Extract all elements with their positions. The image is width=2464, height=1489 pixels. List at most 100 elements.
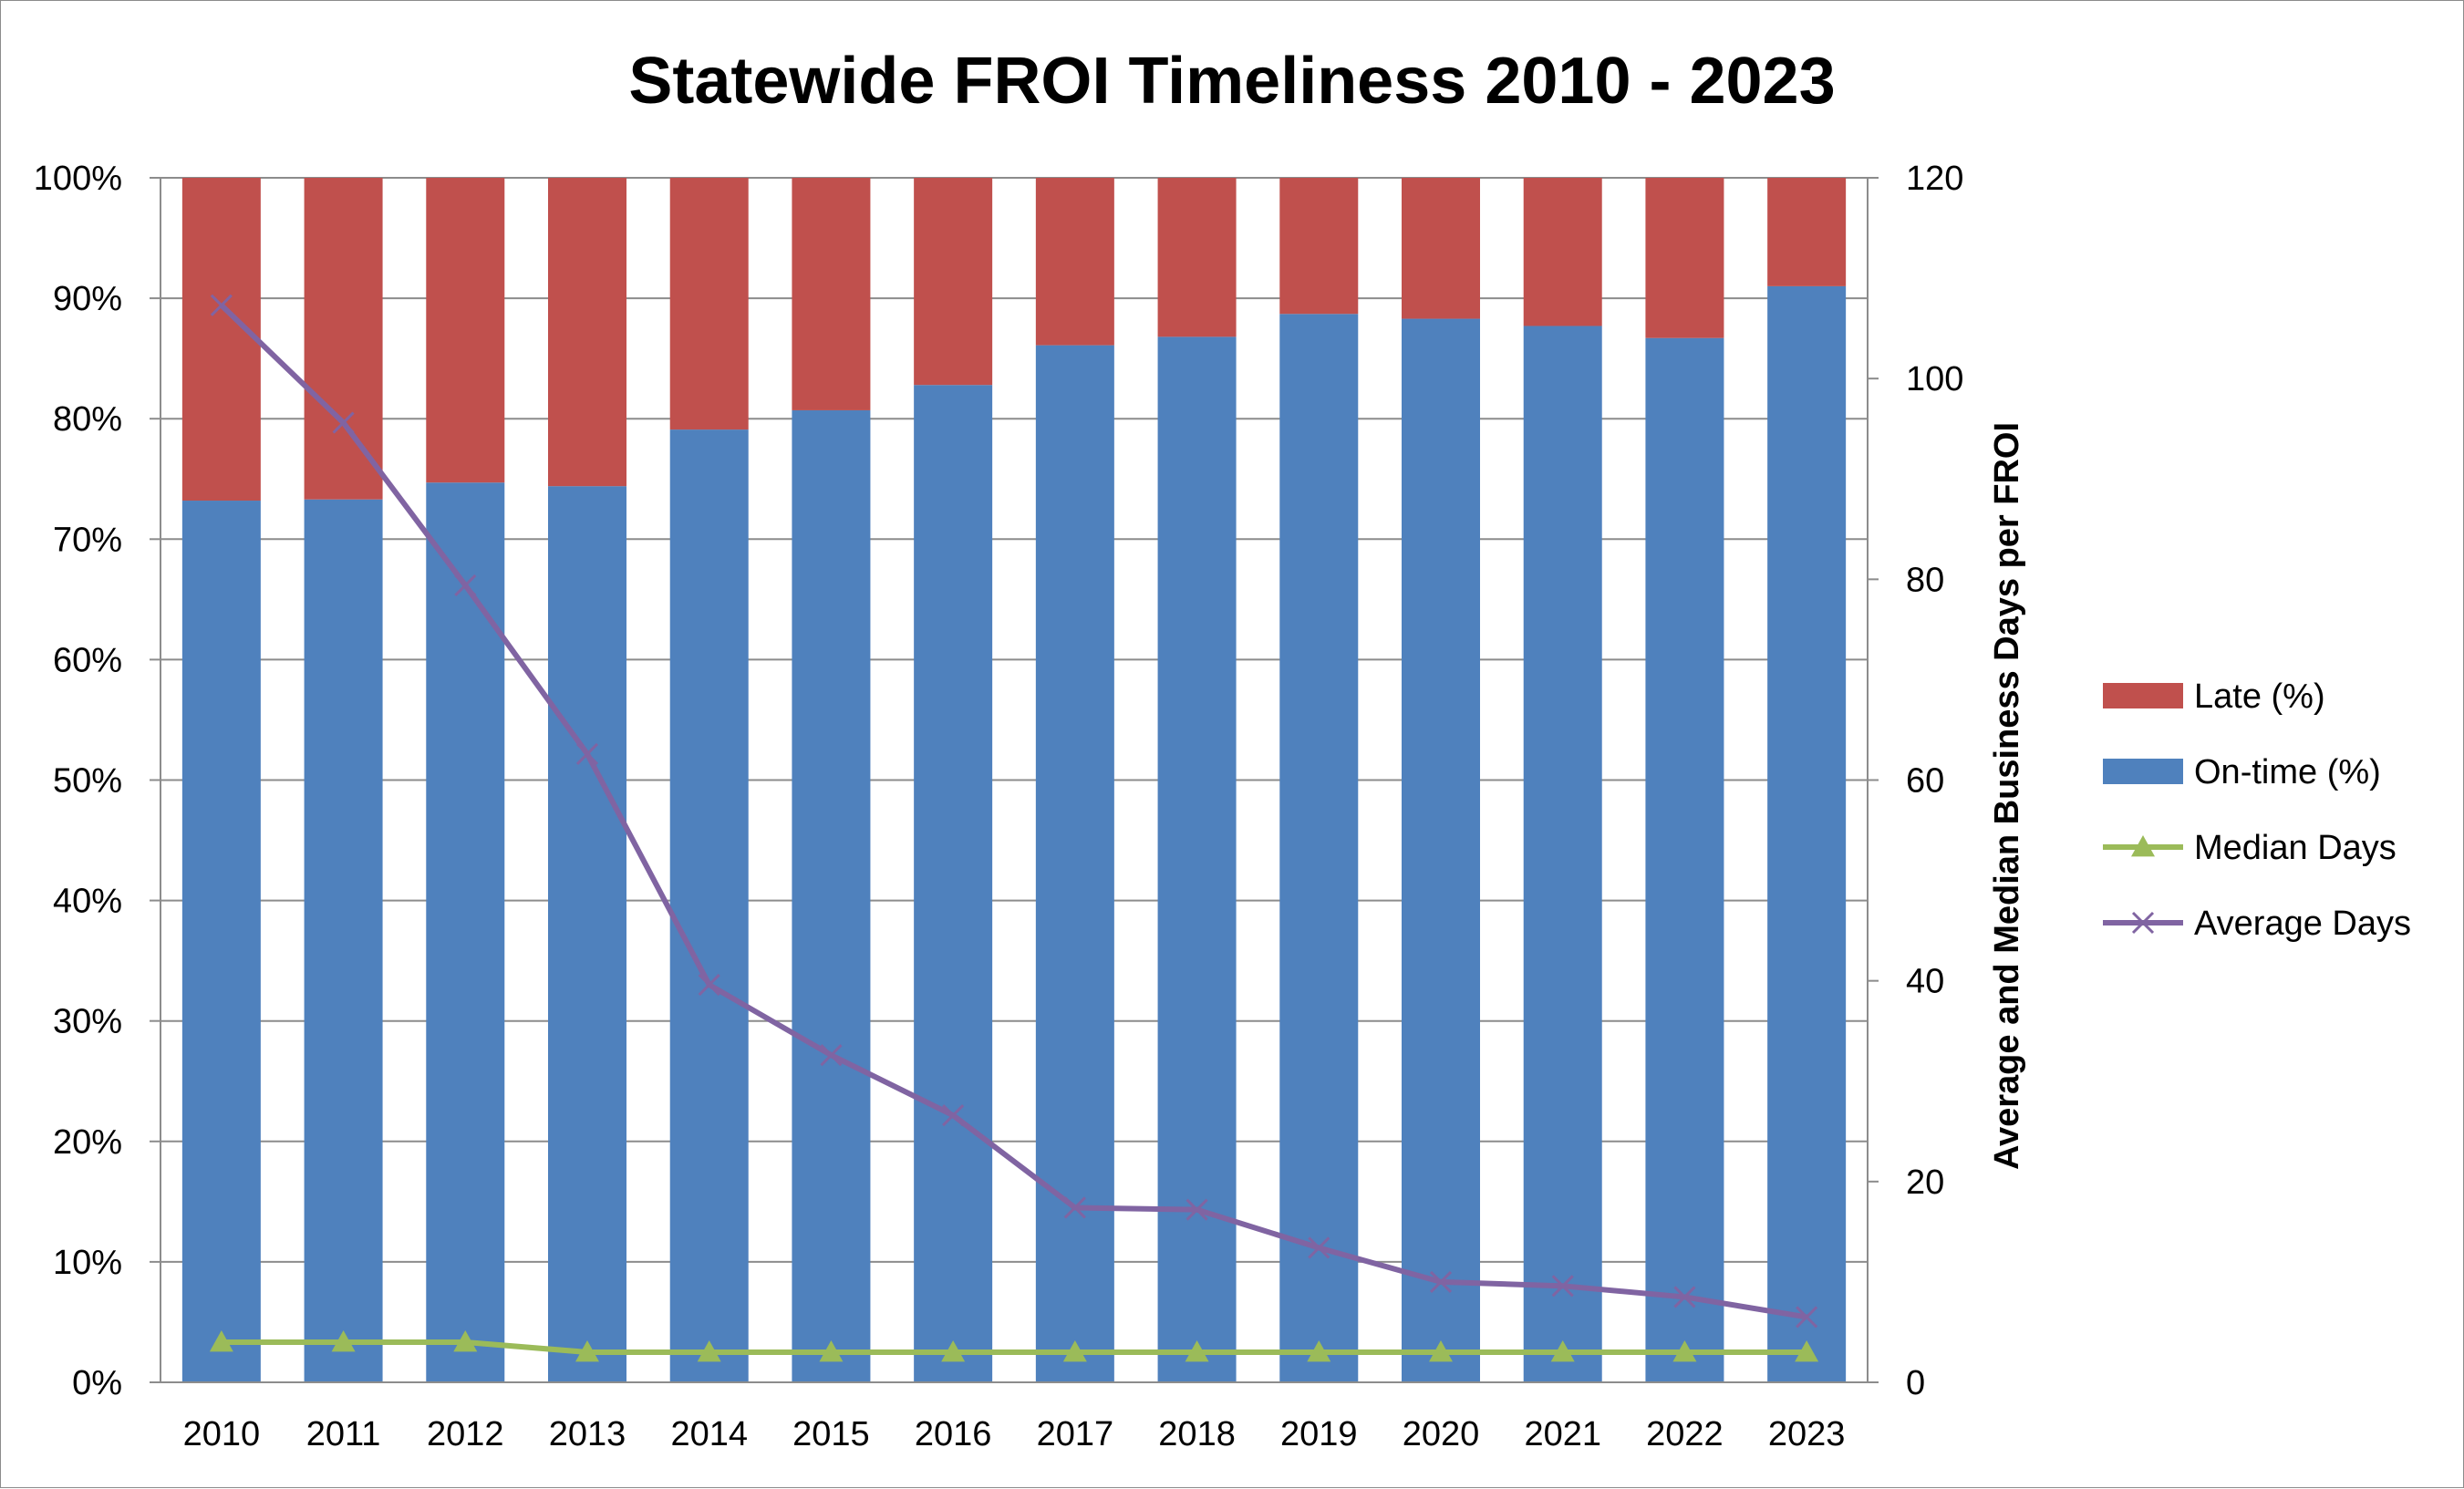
line-series [209,294,1819,1362]
average-days-marker-stroke [698,974,720,997]
x-tick-label: 2012 [427,1415,504,1453]
bar-late [1035,178,1114,346]
average-days-marker-stroke [1063,1196,1086,1219]
chart-title: Statewide FROI Timeliness 2010 - 2023 [628,45,1835,118]
legend-swatch [2103,759,2183,784]
legend-item: Late (%) [2103,677,2325,716]
y-tick-label: 10% [53,1244,122,1282]
average-days-marker [1308,1236,1330,1259]
average-days-marker-stroke [575,742,599,765]
bar-late [669,178,749,430]
bar-late [1279,178,1359,315]
y-tick-label: 20% [53,1123,122,1162]
median-days-marker [1307,1339,1331,1362]
average-days-marker-stroke [1551,1275,1574,1298]
bar-on-time [1035,345,1114,1382]
x-tick-label: 2016 [915,1415,992,1453]
median-days-marker [819,1339,844,1362]
x-tick-label: 2023 [1768,1415,1846,1453]
y2-tick-label: 20 [1906,1163,1944,1202]
y-tick-label: 60% [53,641,122,679]
y-tick-label: 40% [53,883,122,921]
bar-on-time [1157,336,1237,1382]
y2-axis-title: Average and Median Business Days per FRO… [1988,422,2026,1170]
x-tick-label: 2017 [1037,1415,1114,1453]
bar-late [1402,178,1480,319]
bar-late [1523,178,1602,326]
bar-late [1645,178,1724,338]
x-tick-label: 2018 [1158,1415,1236,1453]
average-days-marker [1796,1306,1818,1329]
x-tick-label: 2011 [306,1415,381,1453]
average-days-marker [210,294,233,316]
average-days-marker [454,574,477,596]
bar-on-time [1523,326,1602,1382]
average-days-marker-stroke [942,1104,965,1127]
bar-late [1157,178,1237,337]
average-days-marker [820,1044,843,1067]
average-days-marker [1185,1198,1208,1221]
line-median-days [221,1339,1807,1355]
legend-item: Average Days [2103,905,2411,943]
average-days-marker-stroke [1185,1198,1208,1221]
median-days-marker [2131,835,2155,857]
bar-on-time [1402,318,1480,1382]
bar-on-time [426,482,505,1382]
legend-label: On-time (%) [2194,753,2381,791]
y2-tick-label: 0 [1906,1364,1925,1402]
legend: Late (%) On-time (%) Median Days Average Da… [2103,677,2411,943]
median-days-marker [1185,1339,1209,1362]
median-days-marker [1795,1339,1819,1362]
y2-tick-label: 120 [1906,160,1963,198]
x-tick-label: 2013 [549,1415,626,1453]
bar-late [1767,178,1847,286]
y-tick-label: 80% [53,400,122,439]
bar-on-time [914,385,993,1382]
bar-late [792,178,871,410]
x-tick-label: 2021 [1524,1415,1601,1453]
median-days-marker [941,1339,966,1362]
median-days-marker [1550,1339,1575,1362]
bar-on-time [669,429,749,1382]
average-days-marker-stroke [1308,1236,1330,1259]
y-tick-label: 70% [53,521,122,559]
average-days-marker [575,742,599,765]
legend-item: Median Days [2103,829,2397,867]
bar-on-time [1279,314,1359,1383]
average-days-marker-stroke [1429,1270,1453,1293]
y-tick-label: 100% [34,160,122,198]
average-days-marker-stroke [454,574,477,596]
average-days-marker-stroke [820,1044,843,1067]
median-days-marker [209,1329,233,1352]
y-tick-label: 0% [72,1364,122,1402]
average-days-marker [1429,1270,1453,1293]
bar-on-time [1645,337,1724,1382]
median-days-marker [453,1329,478,1352]
average-days-marker-stroke [1796,1306,1818,1329]
median-days-marker [1672,1339,1697,1362]
y-tick-label: 90% [53,280,122,318]
x-tick-label: 2020 [1403,1415,1480,1453]
average-days-marker [1551,1275,1574,1298]
bars [181,178,1847,1383]
bar-late [181,178,261,502]
median-days-marker [1062,1339,1087,1362]
legend-swatch [2103,683,2183,708]
legend-label: Median Days [2194,829,2397,867]
gridlines [160,177,1868,1263]
average-days-marker-stroke [210,294,233,316]
legend-item: On-time (%) [2103,753,2381,791]
median-days-marker [1429,1339,1453,1362]
x-tick-label: 2019 [1280,1415,1358,1453]
y2-tick-label: 100 [1906,360,1963,398]
legend-label: Late (%) [2194,677,2325,716]
line-average-days [219,303,1807,1320]
median-days-marker [697,1339,721,1362]
average-days-marker [2131,911,2155,935]
y2-tick-label: 80 [1906,561,1944,599]
bar-on-time [1767,285,1847,1382]
y-tick-label: 30% [53,1003,122,1041]
bar-on-time [304,499,383,1382]
